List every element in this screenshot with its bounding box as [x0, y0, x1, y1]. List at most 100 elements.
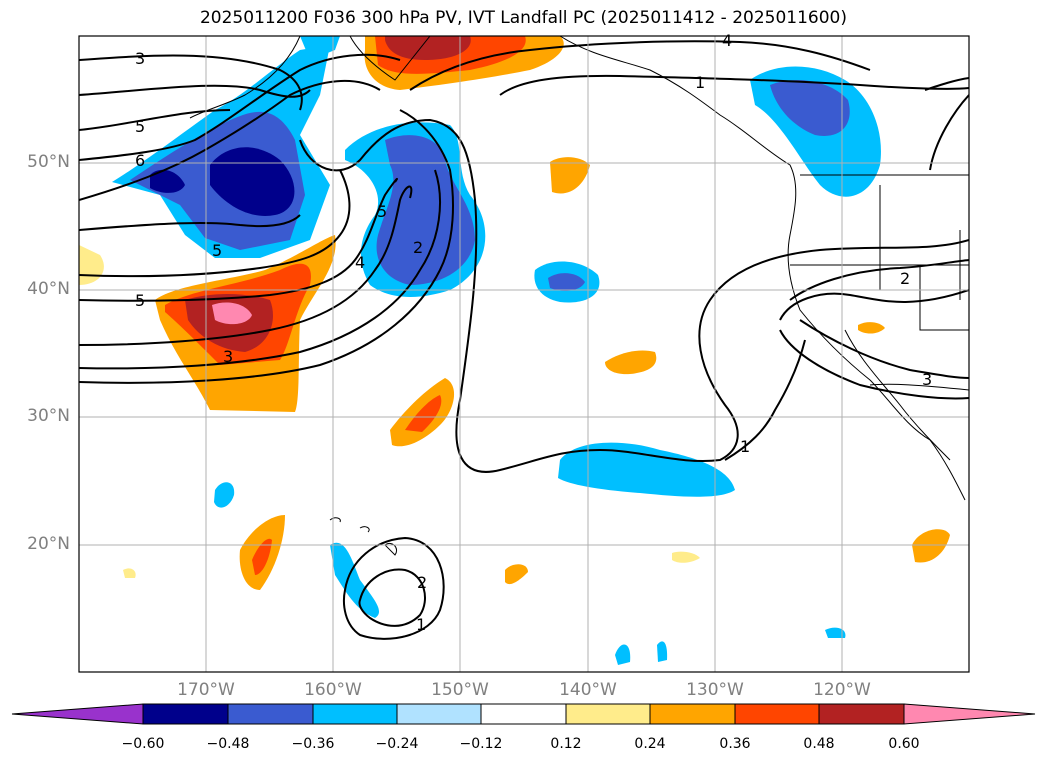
pos-region-small9 — [79, 245, 104, 285]
lon-label: 150°W — [431, 680, 489, 700]
contour-label: 3 — [922, 370, 932, 389]
pos-region-small5 — [505, 564, 528, 585]
colorbar-tick-label: −0.48 — [206, 736, 250, 752]
contour-line-14 — [299, 118, 969, 473]
lat-label: 40°N — [27, 279, 70, 299]
contour-label: 1 — [695, 73, 705, 92]
lon-label: 170°W — [177, 680, 235, 700]
lat-label: 50°N — [27, 152, 70, 172]
neg-region-small3 — [657, 641, 668, 662]
map-frame — [78, 35, 970, 673]
contour-label: 4 — [722, 31, 732, 50]
island-hawaii — [329, 517, 398, 556]
contour-line-19 — [779, 329, 969, 400]
contour-label: 5 — [135, 117, 145, 136]
colorbar-bin — [649, 703, 736, 725]
neg-region-central-core — [376, 135, 475, 285]
colorbar-bin — [565, 703, 651, 725]
contour-line-6 — [79, 214, 301, 231]
contour-label: 3 — [223, 347, 233, 366]
neg-region-ne-core — [770, 80, 850, 136]
map-title: 2025011200 F036 300 hPa PV, IVT Landfall… — [199, 8, 847, 28]
colorbar-bin — [818, 703, 905, 725]
lon-label: 120°W — [813, 680, 871, 700]
contour-line-21 — [724, 339, 806, 461]
colorbar-tick-label: 0.12 — [550, 736, 582, 752]
contour-line-12 — [409, 40, 871, 91]
neg-region-small-center-core — [548, 273, 585, 291]
contour-label: 1 — [740, 437, 750, 456]
pos-region-small6 — [912, 529, 950, 563]
neg-region-small2 — [615, 644, 631, 665]
contour-line-20 — [799, 319, 969, 379]
colorbar-bin — [142, 703, 229, 725]
contour-line-2 — [79, 84, 311, 98]
colorbar-tick-label: −0.36 — [291, 736, 335, 752]
colorbar-tick-label: 0.36 — [719, 736, 751, 752]
contour-labels: 3 5 6 5 5 3 5 4 2 4 1 2 3 1 2 1 — [135, 31, 932, 634]
colorbar-tick-label: 0.60 — [888, 736, 920, 752]
lon-label: 130°W — [686, 680, 744, 700]
colorbar-bin — [480, 703, 567, 725]
lon-label: 140°W — [559, 680, 617, 700]
colorbar-bin — [734, 703, 820, 725]
colorbar-extend-high — [903, 703, 1036, 725]
lon-label: 160°W — [304, 680, 362, 700]
colorbar-tick-label: −0.12 — [459, 736, 503, 752]
contour-label: 2 — [900, 269, 910, 288]
colorbar-tick-label: 0.48 — [803, 736, 835, 752]
colorbar-extend-low — [11, 703, 144, 725]
contour-line-7 — [79, 169, 351, 278]
contour-label: 2 — [417, 573, 427, 592]
contour-line-23 — [358, 568, 426, 627]
ivt-contours — [79, 40, 969, 640]
pos-region-sw-peak — [212, 302, 252, 325]
contour-line-5 — [79, 79, 381, 201]
coastline-baja — [844, 329, 951, 461]
contour-line-17 — [789, 259, 969, 301]
contour-label: 1 — [416, 615, 426, 634]
colorbar-tick-label: 0.24 — [634, 736, 666, 752]
pos-region-north-core — [385, 36, 471, 60]
contour-label: 4 — [355, 253, 365, 272]
contour-label: 5 — [377, 202, 387, 221]
coastline-north-america — [559, 36, 966, 501]
neg-region-small1 — [214, 482, 235, 508]
colorbar-tick-label: −0.24 — [375, 736, 419, 752]
lat-label: 30°N — [27, 406, 70, 426]
neg-region-nw-deep — [210, 147, 295, 216]
pos-region-small10 — [123, 568, 136, 578]
neg-region-top — [300, 36, 340, 60]
contour-label: 2 — [413, 238, 423, 257]
map-gridlines — [79, 36, 969, 672]
lat-label: 20°N — [27, 534, 70, 554]
pos-region-mid-core — [405, 395, 442, 432]
contour-label: 6 — [135, 151, 145, 170]
pos-region-small8 — [672, 551, 700, 563]
contour-line-3 — [79, 109, 231, 131]
coastlines — [189, 36, 969, 556]
contour-line-11 — [79, 109, 454, 384]
contour-label: 5 — [212, 241, 222, 260]
contour-line-4 — [79, 53, 401, 161]
neg-region-nw-deep2 — [150, 169, 185, 193]
colorbar-bin — [227, 703, 314, 725]
contour-line-8 — [79, 177, 398, 302]
colorbar — [11, 703, 1036, 725]
contour-line-9 — [79, 185, 413, 346]
contour-label: 3 — [135, 49, 145, 68]
contour-line-16 — [929, 94, 969, 171]
pos-region-small7 — [858, 322, 885, 334]
contour-label: 5 — [135, 291, 145, 310]
contour-line-18 — [779, 289, 969, 321]
pos-region-hi — [605, 350, 657, 375]
neg-region-small4 — [825, 627, 846, 638]
neg-region-band — [558, 442, 735, 497]
colorbar-tick-label: −0.60 — [121, 736, 165, 752]
pos-region-ne-small — [550, 157, 590, 194]
contour-line-15 — [924, 77, 969, 91]
contour-line-10 — [79, 169, 441, 370]
border-us-mexico — [869, 383, 969, 391]
pos-region-sw-small-core — [252, 538, 272, 575]
